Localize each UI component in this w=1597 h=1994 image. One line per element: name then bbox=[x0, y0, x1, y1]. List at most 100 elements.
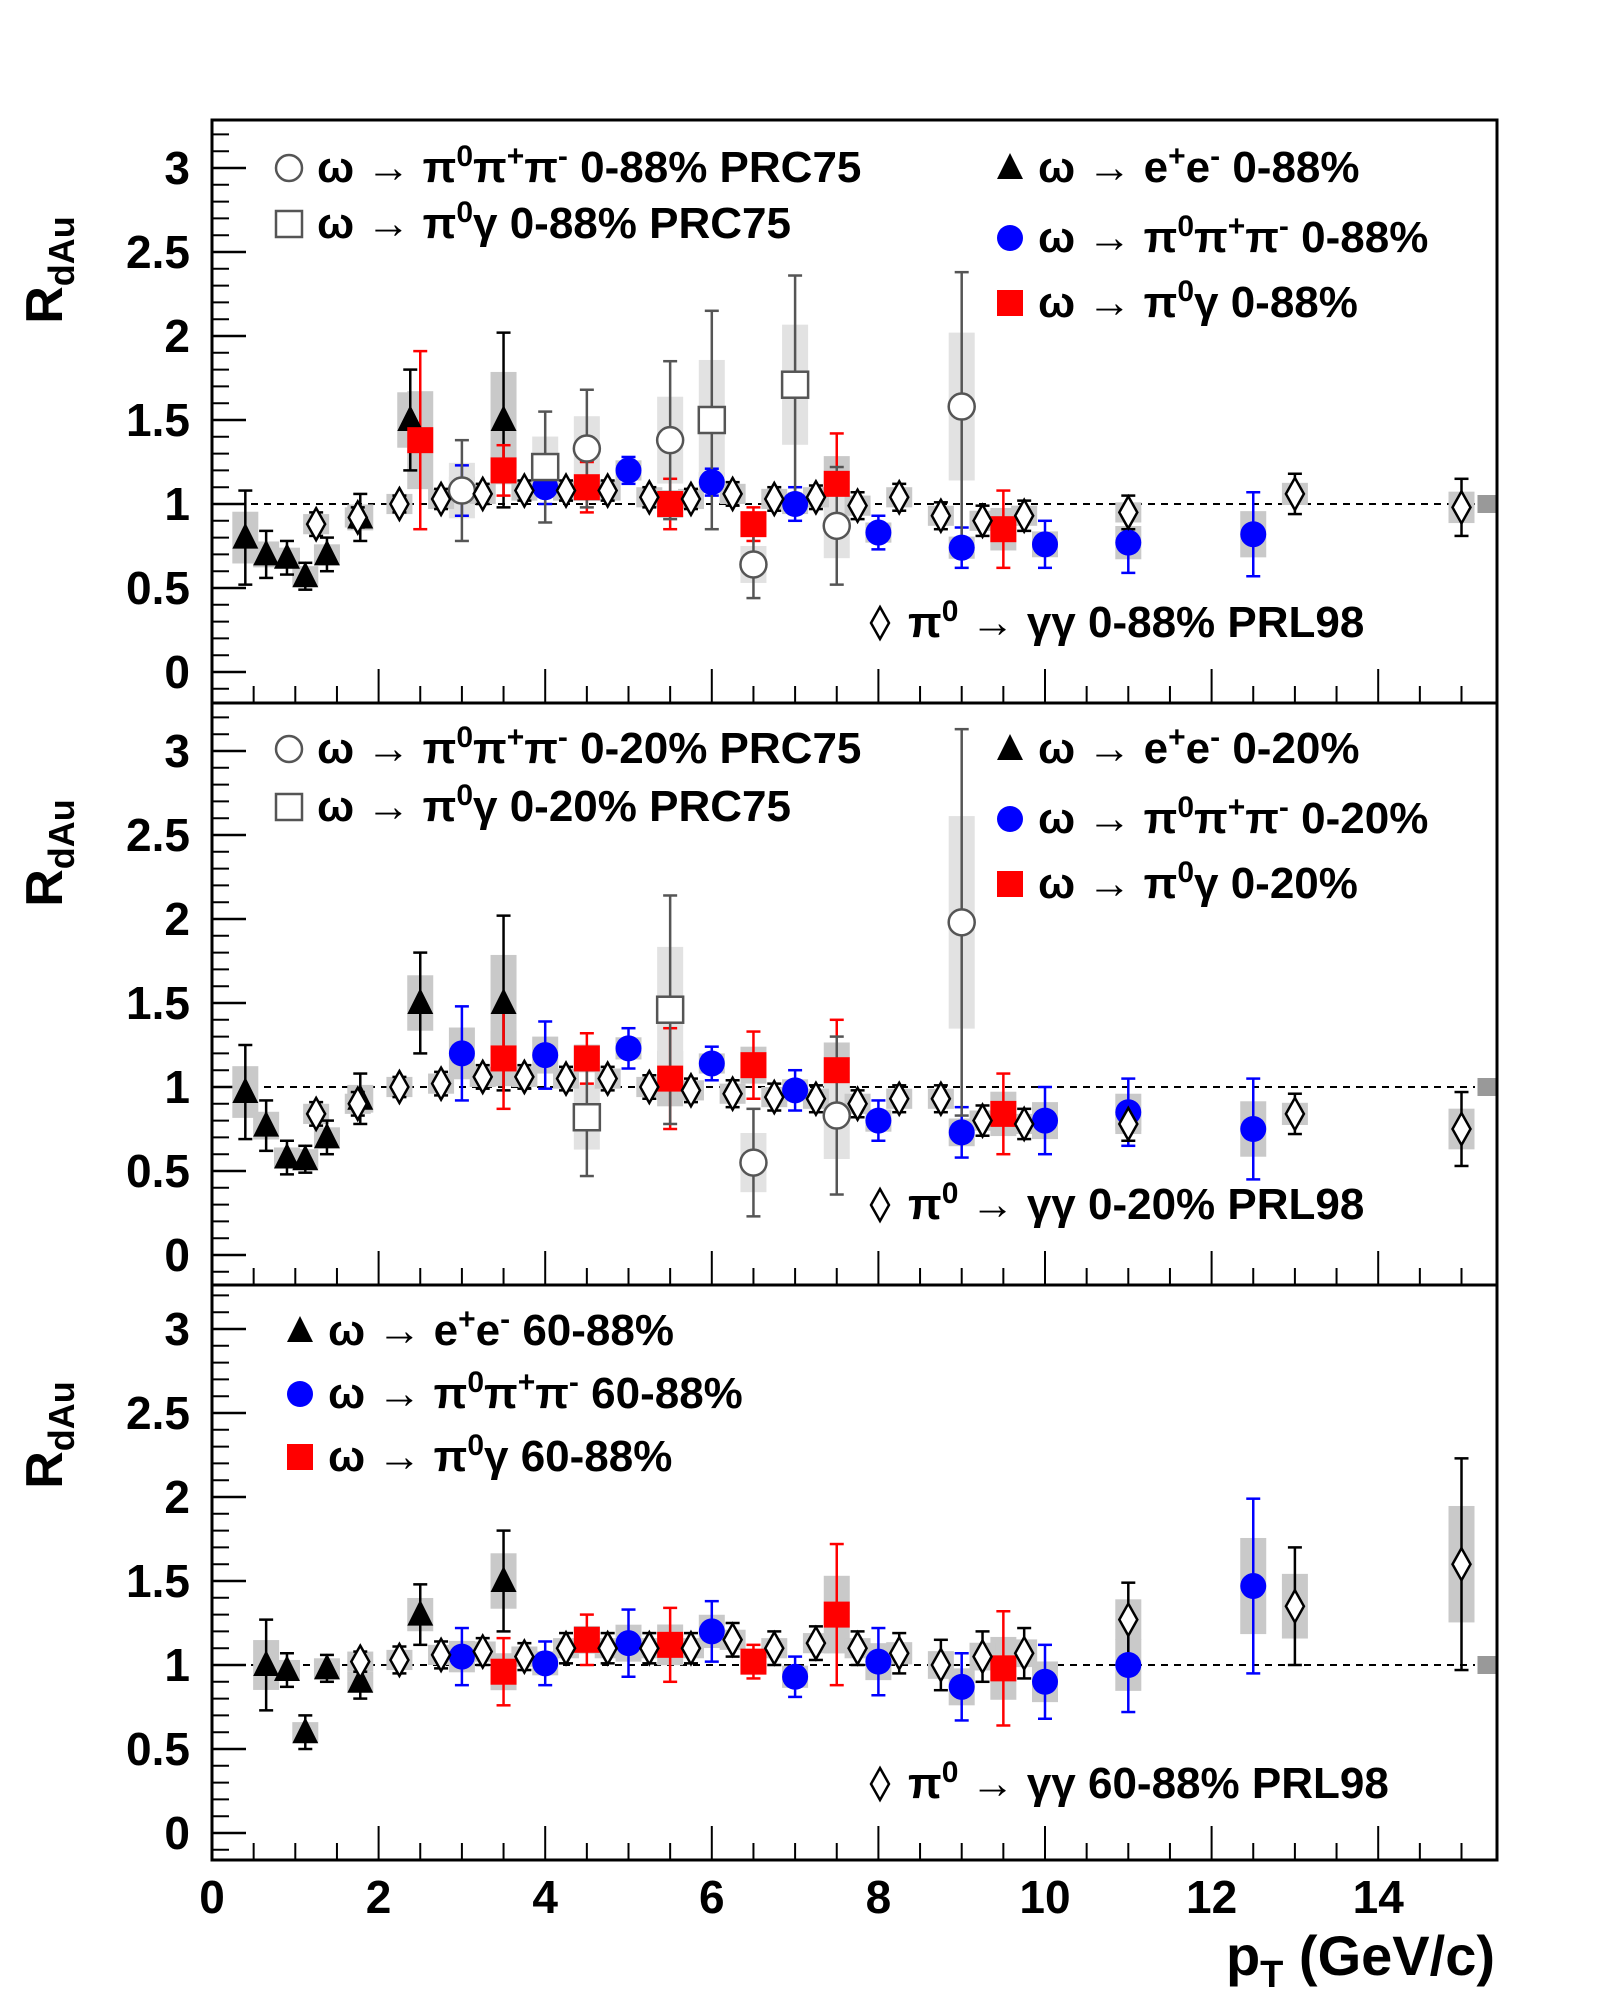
data-point-diamond bbox=[888, 1080, 910, 1118]
x-tick-label: 10 bbox=[1019, 1871, 1070, 1923]
data-point-diamond bbox=[555, 472, 577, 510]
data-point-triangle bbox=[273, 542, 300, 569]
x-tick-label: 12 bbox=[1186, 1871, 1237, 1923]
legend-entry: ω → π0γ 0-88% PRC75 bbox=[317, 196, 791, 249]
data-point-diamond bbox=[763, 1629, 785, 1667]
legend-entry: ω → π0π+π- 0-20% bbox=[1038, 791, 1428, 844]
data-point-diamond bbox=[680, 480, 702, 518]
data-point-diamond bbox=[1013, 1105, 1035, 1143]
y-tick-label: 1 bbox=[164, 1639, 190, 1691]
data-point-triangle bbox=[490, 405, 517, 431]
x-tick-label: 2 bbox=[366, 1871, 392, 1923]
legend-marker-circle bbox=[997, 806, 1023, 832]
legend-marker-triangle bbox=[997, 734, 1023, 760]
plot-frame bbox=[210, 1283, 1499, 1862]
normalization-box bbox=[1477, 1078, 1496, 1096]
legend-entry: π0 → γγ 0-88% PRL98 bbox=[908, 595, 1364, 648]
data-point-diamond bbox=[1284, 1095, 1306, 1133]
legend-entry: ω → e+e- 60-88% bbox=[328, 1303, 674, 1356]
data-point-diamond bbox=[888, 478, 910, 516]
data-point-square bbox=[990, 516, 1017, 543]
data-point-diamond bbox=[388, 485, 410, 523]
data-point-diamond bbox=[347, 1085, 369, 1123]
data-point-open-circle bbox=[739, 550, 768, 579]
data-point-square bbox=[740, 511, 767, 538]
data-point-square bbox=[407, 427, 434, 454]
data-point-open-circle bbox=[947, 392, 976, 421]
data-point-diamond bbox=[430, 1636, 452, 1674]
data-point-diamond bbox=[1451, 1545, 1472, 1583]
data-point-diamond bbox=[805, 1624, 827, 1662]
data-point-open-circle bbox=[655, 425, 685, 455]
y-tick-label: 0 bbox=[164, 646, 190, 698]
legend-entry: π0 → γγ 60-88% PRL98 bbox=[908, 1756, 1389, 1809]
data-point-diamond bbox=[930, 1080, 952, 1118]
data-point-square bbox=[573, 474, 600, 501]
legend-marker-circle bbox=[287, 1381, 313, 1407]
y-tick-label: 2 bbox=[164, 1471, 190, 1523]
data-point-square bbox=[740, 1648, 767, 1675]
data-point-open-circle bbox=[822, 511, 851, 541]
data-point-square bbox=[573, 1626, 600, 1653]
x-tick-label: 6 bbox=[699, 1871, 725, 1923]
data-point-diamond bbox=[472, 475, 494, 513]
data-point-triangle bbox=[292, 561, 319, 588]
legend-marker-diamond bbox=[869, 1186, 891, 1224]
y-tick-label: 2.5 bbox=[126, 226, 190, 278]
data-point-diamond bbox=[930, 497, 952, 535]
data-point-circle bbox=[448, 1040, 475, 1067]
data-point-triangle bbox=[407, 988, 434, 1014]
data-point-open-circle bbox=[947, 908, 976, 937]
legend-marker-diamond bbox=[869, 1765, 891, 1803]
legend-entry: ω → π0π+π- 0-88% PRC75 bbox=[317, 140, 861, 193]
y-tick-label: 2 bbox=[164, 893, 190, 945]
data-point-triangle bbox=[292, 1717, 319, 1744]
data-point-diamond bbox=[347, 498, 369, 536]
y-tick-label: 2.5 bbox=[126, 1387, 190, 1439]
data-point-circle bbox=[948, 1673, 975, 1700]
data-point-circle bbox=[865, 519, 892, 546]
data-point-diamond bbox=[1451, 488, 1472, 526]
data-point-diamond bbox=[555, 1629, 577, 1667]
x-tick-label: 0 bbox=[199, 1871, 225, 1923]
y-tick-label: 0.5 bbox=[126, 1723, 190, 1775]
data-point-diamond bbox=[1284, 1587, 1306, 1625]
normalization-box bbox=[1477, 495, 1496, 513]
data-point-open-square bbox=[780, 370, 810, 399]
data-point-open-circle bbox=[822, 1101, 851, 1130]
data-point-square bbox=[490, 457, 517, 484]
data-point-circle bbox=[615, 1630, 642, 1657]
data-point-circle bbox=[532, 1042, 559, 1069]
y-tick-label: 3 bbox=[164, 1303, 190, 1355]
y-axis-label: RdAu bbox=[16, 1381, 82, 1489]
data-point-diamond bbox=[805, 1080, 827, 1118]
legend-marker-circle bbox=[997, 225, 1023, 251]
data-point-diamond bbox=[388, 1641, 410, 1679]
data-point-open-circle bbox=[739, 1148, 768, 1177]
x-tick-label: 8 bbox=[866, 1871, 892, 1923]
data-point-diamond bbox=[305, 505, 327, 543]
legend-marker-square bbox=[287, 1444, 313, 1470]
data-point-diamond bbox=[555, 1060, 577, 1098]
data-point-triangle bbox=[253, 1650, 280, 1676]
data-point-diamond bbox=[972, 502, 993, 540]
data-point-triangle bbox=[273, 1655, 300, 1682]
data-point-diamond bbox=[513, 1638, 535, 1676]
y-tick-label: 3 bbox=[164, 725, 190, 777]
data-point-triangle bbox=[253, 1110, 280, 1137]
data-point-diamond bbox=[305, 1095, 327, 1133]
legend-marker-square bbox=[997, 871, 1023, 897]
data-point-circle bbox=[1240, 1573, 1267, 1600]
data-point-triangle bbox=[313, 1122, 340, 1149]
data-point-circle bbox=[782, 1077, 809, 1104]
data-point-circle bbox=[698, 1050, 725, 1077]
data-point-circle bbox=[448, 1643, 475, 1670]
data-point-triangle bbox=[273, 1142, 300, 1169]
data-point-diamond bbox=[972, 1102, 993, 1140]
legend-entry: π0 → γγ 0-20% PRL98 bbox=[908, 1177, 1364, 1230]
y-tick-label: 0.5 bbox=[126, 1145, 190, 1197]
data-point-triangle bbox=[253, 539, 280, 566]
data-point-square bbox=[657, 1065, 684, 1092]
data-point-diamond bbox=[1013, 1634, 1035, 1672]
